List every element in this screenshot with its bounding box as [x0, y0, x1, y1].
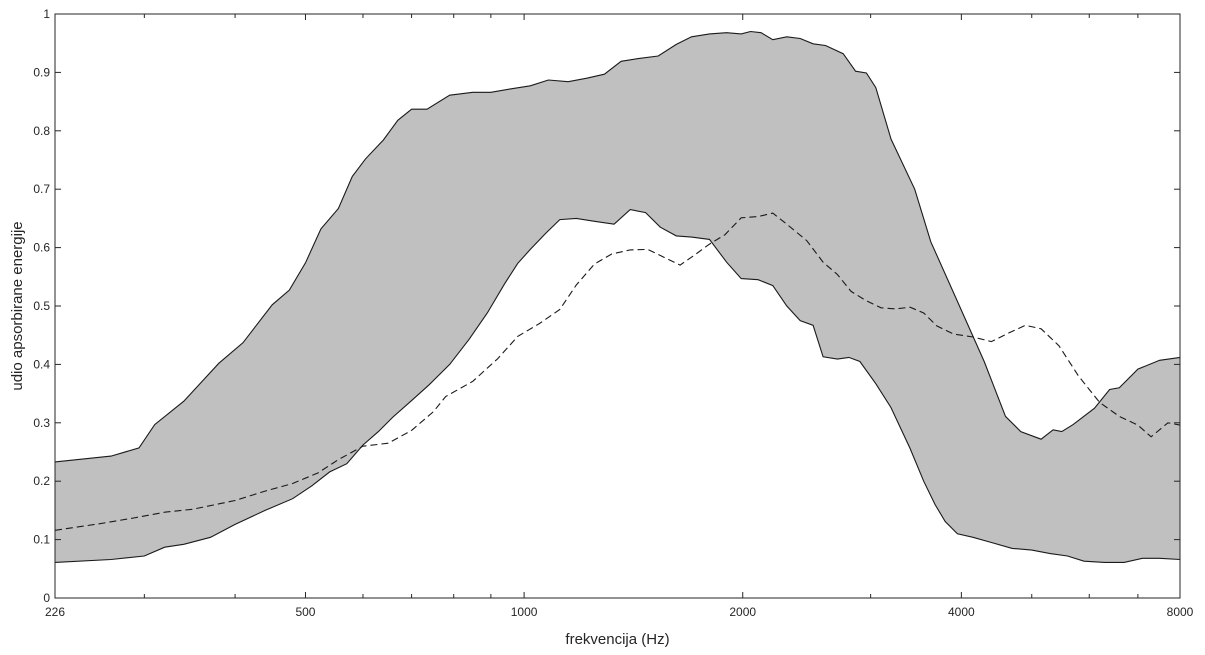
band-layer	[55, 31, 1180, 563]
mean-dashed-line	[54, 212, 1181, 531]
x-tick-label: 1000	[511, 605, 538, 619]
band-upper-line	[54, 30, 1181, 463]
y-tick-label: 1	[43, 7, 50, 21]
y-tick-label: 0.5	[33, 299, 50, 313]
y-axis-label: udio apsorbirane energije	[9, 221, 26, 390]
y-tick-label: 0.8	[33, 124, 50, 138]
x-tick-label: 2000	[729, 605, 756, 619]
y-tick-label: 0.9	[33, 65, 50, 79]
line-layer	[54, 30, 1181, 563]
tick-layer: 226 500 1000 2000 4000 8000 0 0.1 0.2 0.3 0.4 0.5 0.…	[33, 7, 1193, 619]
y-tick-label: 0	[43, 591, 50, 605]
y-tick-label: 0.3	[33, 416, 50, 430]
y-tick-label: 0.6	[33, 241, 50, 255]
x-axis-label: frekvencija (Hz)	[565, 631, 669, 648]
y-tick-label: 0.2	[33, 474, 50, 488]
x-tick-label: 226	[45, 605, 65, 619]
x-tick-label: 4000	[948, 605, 975, 619]
band-area	[55, 31, 1180, 563]
band-lower-line	[54, 209, 1181, 563]
x-tick-label: 8000	[1167, 605, 1194, 619]
y-tick-label: 0.7	[33, 182, 50, 196]
y-tick-label: 0.4	[33, 357, 50, 371]
x-tick-label: 500	[295, 605, 315, 619]
y-tick-label: 0.1	[33, 533, 50, 547]
